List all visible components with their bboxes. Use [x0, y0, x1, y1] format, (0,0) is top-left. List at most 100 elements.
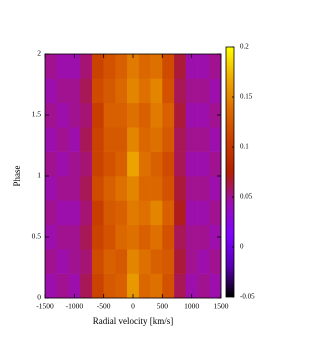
- heat-cell: [103, 249, 116, 274]
- x-tick-label: -500: [97, 302, 111, 311]
- heat-cell: [174, 176, 187, 201]
- heat-cell: [68, 54, 81, 79]
- heat-cell: [45, 224, 58, 250]
- heat-cell: [185, 151, 198, 177]
- heat-cell: [127, 273, 140, 299]
- y-tick-label: 1.5: [32, 110, 42, 119]
- heat-cell: [103, 127, 116, 152]
- heat-cell: [80, 127, 93, 152]
- heat-cell: [91, 273, 104, 299]
- heat-cell: [80, 224, 93, 250]
- heat-cell: [185, 273, 198, 299]
- x-tick-label: -1500: [36, 302, 54, 311]
- heat-cell: [91, 127, 104, 152]
- heat-cell: [45, 127, 58, 152]
- heat-cell: [162, 224, 175, 250]
- heat-cell: [127, 102, 140, 128]
- heat-cell: [56, 200, 69, 226]
- heat-cell: [56, 78, 69, 104]
- y-tick-label: 1: [37, 171, 41, 180]
- heat-cell: [197, 78, 210, 104]
- x-tick-label: 1500: [214, 302, 229, 311]
- heat-cell: [115, 151, 128, 177]
- heat-cell: [185, 54, 198, 79]
- heat-cell: [91, 224, 104, 250]
- heat-cell: [80, 176, 93, 201]
- colorbar-tick-label: 0.05: [240, 193, 253, 201]
- heat-cell: [68, 78, 81, 104]
- heat-cell: [80, 200, 93, 226]
- colorbar: [225, 46, 235, 298]
- heat-cell: [115, 127, 128, 152]
- heat-cell: [127, 151, 140, 177]
- heat-cell: [68, 176, 81, 201]
- heat-cell: [138, 249, 151, 274]
- heat-cell: [209, 224, 222, 250]
- heat-cell: [150, 224, 163, 250]
- heat-cell: [80, 78, 93, 104]
- heat-cell: [209, 273, 222, 299]
- heat-cell: [162, 102, 175, 128]
- heat-cell: [138, 151, 151, 177]
- heat-cell: [150, 273, 163, 299]
- heat-cell: [209, 78, 222, 104]
- heat-cell: [80, 151, 93, 177]
- heat-cell: [197, 102, 210, 128]
- x-tick-label: 500: [157, 302, 169, 311]
- heat-cell: [162, 200, 175, 226]
- heat-cell: [103, 151, 116, 177]
- heat-cell: [91, 249, 104, 274]
- heat-cell: [209, 102, 222, 128]
- heat-cell: [115, 102, 128, 128]
- heat-cell: [185, 102, 198, 128]
- heat-cell: [138, 176, 151, 201]
- heat-cell: [68, 102, 81, 128]
- heat-cell: [162, 127, 175, 152]
- y-axis-label: Phase: [12, 165, 22, 186]
- x-tick-label: 1000: [184, 302, 199, 311]
- heat-cell: [138, 200, 151, 226]
- heat-cell: [185, 127, 198, 152]
- heat-cell: [150, 54, 163, 79]
- heat-cell: [197, 273, 210, 299]
- heat-cell: [185, 78, 198, 104]
- heat-cell: [103, 273, 116, 299]
- heat-cell: [68, 249, 81, 274]
- heat-cell: [138, 224, 151, 250]
- heat-cell: [127, 54, 140, 79]
- heat-cell: [150, 127, 163, 152]
- heat-cell: [174, 78, 187, 104]
- heat-cell: [56, 102, 69, 128]
- heat-cell: [45, 273, 58, 299]
- heat-cell: [127, 176, 140, 201]
- heat-cell: [127, 127, 140, 152]
- heat-cell: [127, 200, 140, 226]
- heat-cell: [127, 249, 140, 274]
- y-tick-label: 0.5: [32, 232, 42, 241]
- heat-cell: [45, 78, 58, 104]
- heat-cell: [115, 224, 128, 250]
- heat-cell: [162, 176, 175, 201]
- heat-cell: [162, 249, 175, 274]
- heat-cell: [138, 102, 151, 128]
- heat-cell: [115, 78, 128, 104]
- heat-cell: [45, 151, 58, 177]
- heat-cell: [115, 249, 128, 274]
- heat-cell: [174, 151, 187, 177]
- heat-cell: [45, 200, 58, 226]
- x-tick-label: 0: [131, 302, 135, 311]
- heat-cell: [162, 151, 175, 177]
- heat-cell: [91, 102, 104, 128]
- heat-cell: [150, 200, 163, 226]
- colorbar-tick-label: -0.05: [240, 293, 255, 301]
- heat-cell: [45, 54, 58, 79]
- heat-cell: [209, 249, 222, 274]
- heat-cell: [174, 224, 187, 250]
- heat-cell: [68, 224, 81, 250]
- heat-cell: [103, 102, 116, 128]
- colorbar-tick-label: 0.1: [240, 143, 249, 151]
- heat-cell: [138, 54, 151, 79]
- heat-cell: [138, 127, 151, 152]
- heat-cell: [103, 224, 116, 250]
- heat-cell: [56, 127, 69, 152]
